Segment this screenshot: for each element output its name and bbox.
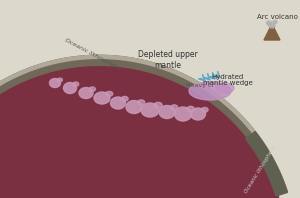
Text: Depleted upper
mantle: Depleted upper mantle <box>138 50 198 70</box>
Ellipse shape <box>273 21 277 24</box>
Ellipse shape <box>216 83 234 93</box>
Ellipse shape <box>79 88 93 98</box>
Ellipse shape <box>269 24 275 28</box>
Ellipse shape <box>58 78 62 82</box>
Ellipse shape <box>266 21 272 25</box>
Text: Heavy Li: Heavy Li <box>186 84 214 89</box>
Polygon shape <box>0 55 287 195</box>
Ellipse shape <box>190 108 206 120</box>
Text: Oceanic lithosphere: Oceanic lithosphere <box>64 37 122 71</box>
Polygon shape <box>246 131 287 196</box>
Circle shape <box>14 169 184 198</box>
Ellipse shape <box>122 96 128 101</box>
Ellipse shape <box>175 107 191 121</box>
Ellipse shape <box>138 100 145 105</box>
Ellipse shape <box>64 83 76 93</box>
Ellipse shape <box>187 106 194 112</box>
Text: Oceanic lithosphere: Oceanic lithosphere <box>244 145 277 194</box>
Ellipse shape <box>189 82 231 100</box>
Circle shape <box>0 65 287 198</box>
Ellipse shape <box>154 102 162 108</box>
Ellipse shape <box>106 91 113 96</box>
Polygon shape <box>264 28 280 40</box>
Ellipse shape <box>50 78 61 88</box>
Ellipse shape <box>126 101 142 113</box>
Ellipse shape <box>201 107 208 112</box>
Text: Hydrated
mantle wedge: Hydrated mantle wedge <box>203 73 253 87</box>
Circle shape <box>0 112 240 198</box>
Ellipse shape <box>73 82 79 86</box>
Ellipse shape <box>89 87 95 91</box>
Ellipse shape <box>141 103 159 117</box>
Ellipse shape <box>171 105 178 110</box>
Circle shape <box>43 197 155 198</box>
Circle shape <box>0 141 212 198</box>
Ellipse shape <box>159 106 175 118</box>
Ellipse shape <box>94 92 110 104</box>
Ellipse shape <box>110 97 125 109</box>
Circle shape <box>0 88 265 198</box>
Polygon shape <box>0 55 287 193</box>
Text: Arc volcano: Arc volcano <box>256 14 297 20</box>
